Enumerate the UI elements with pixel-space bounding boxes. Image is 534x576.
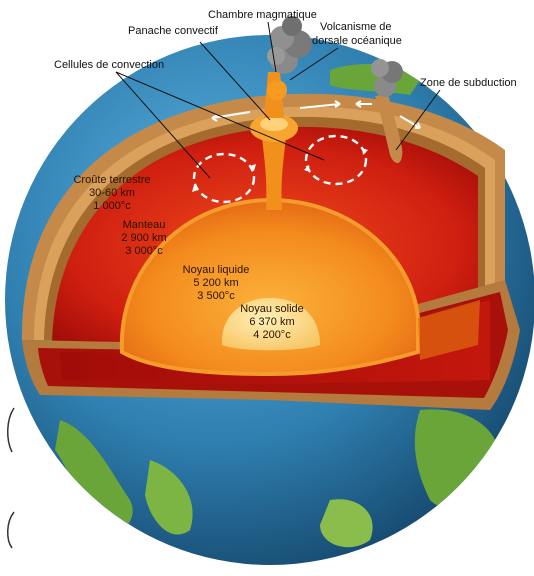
layer-noyau-solide: Noyau solide 6 370 km 4 200°c xyxy=(240,303,304,341)
layer-croute: Croûte terrestre 30-60 km 1 000°c xyxy=(73,174,150,212)
noyau-liquide-name: Noyau liquide xyxy=(183,264,250,276)
manteau-temp: 3 000°c xyxy=(125,245,163,257)
leader-lines xyxy=(115,21,441,179)
convection-cells xyxy=(192,134,368,204)
smoke-subduction xyxy=(371,59,403,97)
layer-manteau: Manteau 2 900 km 3 000°c xyxy=(121,219,166,257)
convection-arrowheads xyxy=(192,148,368,192)
subduction-slab xyxy=(375,94,403,164)
layer-noyau-liquide: Noyau liquide 5 200 km 3 500°c xyxy=(183,264,250,302)
noyau-solide-depth: 6 370 km xyxy=(249,316,294,328)
noyau-liquide-depth: 5 200 km xyxy=(193,277,238,289)
margin-mark-top xyxy=(7,407,15,453)
manteau-name: Manteau xyxy=(123,219,166,231)
croute-depth: 30-60 km xyxy=(89,187,135,199)
label-zone-subduction: Zone de subduction xyxy=(420,77,517,89)
label-panache-convectif: Panache convectif xyxy=(128,25,219,37)
panache-convectif xyxy=(262,130,286,210)
label-cellules-convection: Cellules de convection xyxy=(54,59,164,71)
smoke-ridge xyxy=(267,16,312,74)
crust-flow-arrows xyxy=(211,100,421,129)
noyau-solide xyxy=(221,298,320,351)
croute-name: Croûte terrestre xyxy=(73,174,150,186)
label-chambre-magmatique: Chambre magmatique xyxy=(208,9,317,21)
margin-mark-bottom xyxy=(7,511,15,549)
noyau-solide-name: Noyau solide xyxy=(240,303,304,315)
noyau-liquide-temp: 3 500°c xyxy=(197,290,235,302)
noyau-liquide xyxy=(119,197,420,377)
croute-temp: 1 000°c xyxy=(93,200,131,212)
label-volcanisme-2: dorsale océanique xyxy=(312,35,402,47)
label-volcanisme-1: Volcanisme de xyxy=(320,21,392,33)
noyau-solide-temp: 4 200°c xyxy=(253,329,291,341)
manteau-depth: 2 900 km xyxy=(121,232,166,244)
